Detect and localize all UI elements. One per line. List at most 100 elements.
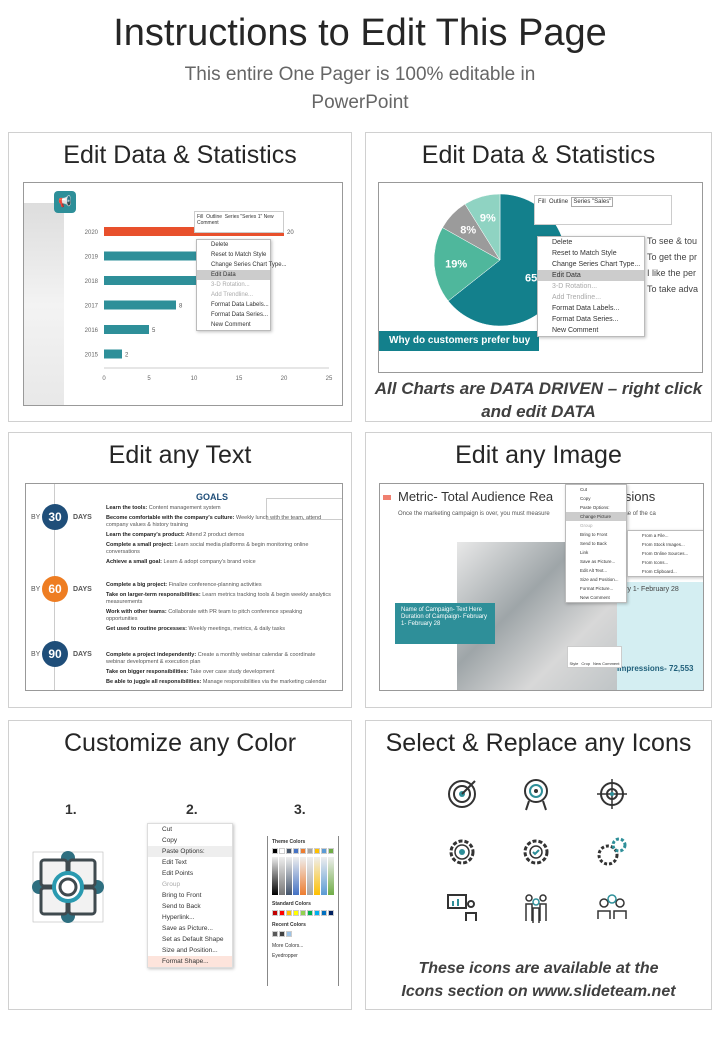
menu-item[interactable]: Paste Options: [148,846,232,857]
menu-item[interactable]: Group [580,523,593,528]
menu-item[interactable]: Reset to Match Style [211,252,267,258]
pie-slice[interactable] [464,193,501,261]
bar-2019[interactable] [104,251,239,261]
menu-item[interactable]: Size and Position... [162,947,218,954]
menu-item[interactable]: Edit Data [197,270,270,280]
team-icon[interactable] [519,891,553,925]
fill-button[interactable]: Fill [197,214,204,220]
menu-item[interactable]: Add Trendline... [552,294,602,301]
color-swatch[interactable] [279,931,285,937]
color-swatch[interactable] [279,848,285,854]
menu-item[interactable]: Save as Picture... [580,559,616,564]
bar-2018[interactable] [104,276,239,285]
target-stand-icon[interactable] [519,777,553,811]
menu-item[interactable]: Send to Back [580,541,607,546]
color-picker[interactable]: Theme Colors Standard Colors Recent Colors… [267,836,339,986]
menu-item[interactable]: Delete [211,242,229,248]
shade-grid[interactable] [272,857,334,895]
chart-toolbar[interactable]: Fill Outline Series "Series 1" New Comme… [194,211,284,233]
chart-context-menu[interactable]: Delete Reset to Match Style Change Series … [196,239,287,331]
menu-item[interactable]: From Online Sources... [642,551,689,556]
shade-column[interactable] [300,857,306,895]
goal-list[interactable]: Complete a project independently: Create… [106,649,331,689]
shade-column[interactable] [328,857,334,895]
menu-item[interactable]: Cut [162,826,173,833]
menu-item[interactable]: New Comment [580,595,610,600]
color-swatch[interactable] [293,910,299,916]
gears-icon[interactable] [595,835,629,869]
color-swatch[interactable] [293,848,299,854]
target-arrow-icon[interactable] [445,777,479,811]
menu-item[interactable]: Edit Data [538,270,644,281]
color-swatch[interactable] [307,910,313,916]
menu-item[interactable]: Size and Position... [580,577,619,582]
menu-item[interactable]: Link [580,550,589,555]
crosshair-icon[interactable] [595,777,629,811]
selected-shape[interactable] [27,846,107,926]
menu-item[interactable]: Bring to Front [162,892,202,899]
outline-button[interactable]: Outline [206,214,223,220]
eyedropper-button[interactable]: Eyedropper [272,953,298,959]
series-select[interactable]: Series "Series 1" [224,214,263,220]
picture-context-menu[interactable]: Cut Copy Paste Options: Change Picture Group… [565,484,627,603]
menu-item[interactable]: Add Trendline... [211,292,254,298]
menu-item[interactable]: Copy [162,837,178,844]
color-swatch[interactable] [321,910,327,916]
menu-item[interactable]: Change Series Chart Type... [211,262,287,268]
color-swatch[interactable] [300,848,306,854]
menu-item[interactable]: Copy [580,496,591,501]
shape-context-menu[interactable]: Cut Copy Paste Options: Edit Text Edit Point… [147,823,233,968]
gear-target-icon[interactable] [445,835,479,869]
format-toolbar[interactable] [266,498,342,520]
menu-item[interactable]: From Icons... [642,560,669,565]
menu-item[interactable]: From a File... [642,533,669,538]
color-swatch[interactable] [272,910,278,916]
shade-column[interactable] [272,857,278,895]
menu-item[interactable]: New Comment [552,327,599,334]
presentation-icon[interactable] [445,891,479,925]
color-swatch[interactable] [300,910,306,916]
gear-check-icon[interactable] [519,835,553,869]
color-swatch[interactable] [286,848,292,854]
color-swatch[interactable] [328,848,334,854]
shade-column[interactable] [314,857,320,895]
bar-2015[interactable] [104,349,122,359]
menu-item[interactable]: Edit Points [162,870,194,877]
menu-item[interactable]: Format Data Series... [211,312,269,318]
shade-column[interactable] [279,857,285,895]
menu-item[interactable]: Cut [580,487,588,492]
menu-item[interactable]: Change Picture [566,512,626,521]
series-select[interactable]: Series "Sales" [571,197,614,207]
outline-button[interactable]: Outline [549,199,569,205]
mini-toolbar[interactable]: Style Crop New Comment [567,646,622,668]
fill-button[interactable]: Fill [538,199,546,205]
menu-item[interactable]: 3-D Rotation... [552,283,598,290]
menu-item[interactable]: Reset to Match Style [552,250,617,257]
chart-context-menu[interactable]: Delete Reset to Match Style Change Series … [537,236,645,337]
menu-item[interactable]: Send to Back [162,903,201,910]
more-colors-button[interactable]: More Colors... [272,943,304,949]
menu-item[interactable]: Change Series Chart Type... [552,261,641,268]
menu-item[interactable]: Bring to Front [580,532,608,537]
menu-item[interactable]: Save as Picture... [162,925,213,932]
crop-button[interactable]: Crop [581,661,591,666]
menu-item[interactable]: 3-D Rotation... [211,282,250,288]
menu-item[interactable]: New Comment [211,322,251,328]
shade-column[interactable] [293,857,299,895]
color-swatch[interactable] [307,848,313,854]
color-swatch[interactable] [272,848,278,854]
shade-column[interactable] [286,857,292,895]
color-swatch[interactable] [286,931,292,937]
bar-2017[interactable] [104,300,176,310]
color-swatch[interactable] [328,910,334,916]
color-swatch[interactable] [286,910,292,916]
bar-2016[interactable] [104,325,149,334]
menu-item[interactable]: From Clipboard... [642,569,677,574]
group-discussion-icon[interactable] [595,891,629,925]
menu-item[interactable]: Group [162,881,181,888]
menu-item[interactable]: Format Data Labels... [211,302,269,308]
menu-item[interactable]: From Stock Images... [642,542,685,547]
shade-column[interactable] [321,857,327,895]
menu-item[interactable]: Paste Options: [580,505,610,510]
shade-column[interactable] [307,857,313,895]
